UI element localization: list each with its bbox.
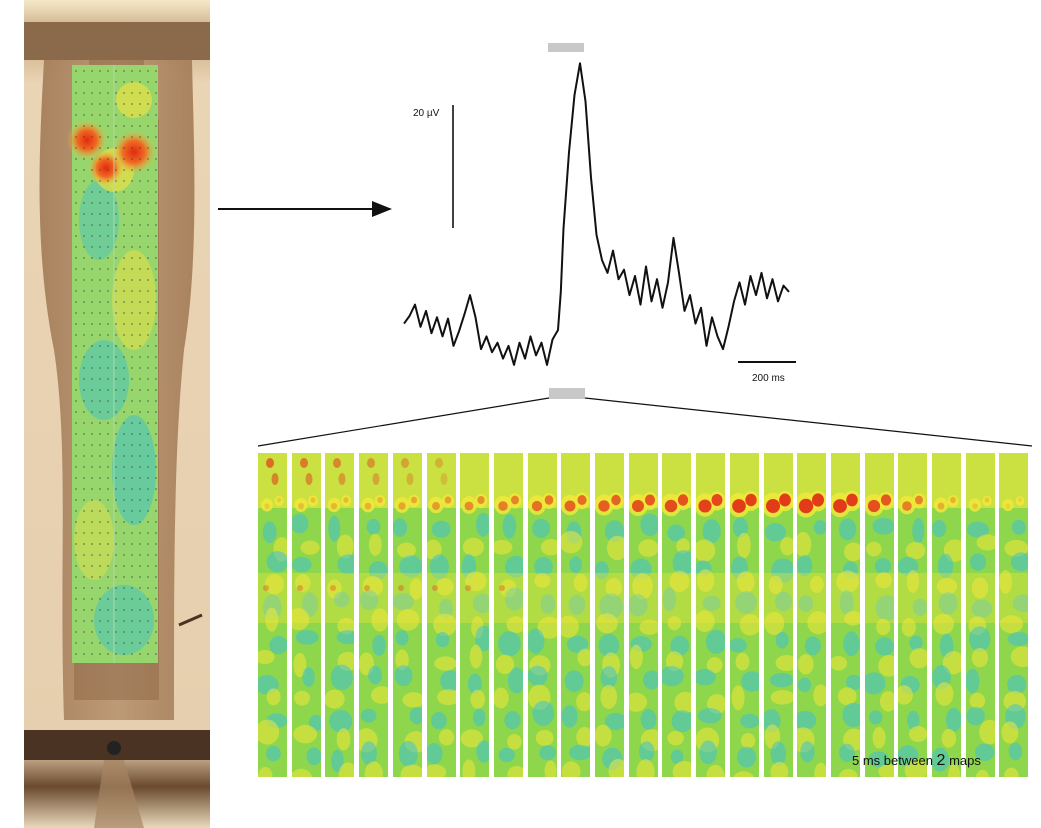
- amplitude-scale-label: 20 µV: [413, 108, 440, 119]
- electrode-array-photo: [24, 0, 210, 828]
- activity-map-image: [595, 453, 624, 777]
- caption-number: 2: [936, 752, 946, 769]
- activity-map-image: [460, 453, 490, 777]
- activity-map-frame: [932, 453, 961, 777]
- activity-map-image: [291, 453, 321, 777]
- peak-marker-bottom: [549, 388, 585, 399]
- activity-map-image: [258, 453, 287, 777]
- activity-map-image: [493, 453, 523, 777]
- overlay-heatmap: [67, 65, 158, 663]
- activity-map-image: [932, 453, 961, 777]
- voltage-trace: [403, 62, 790, 366]
- activity-map-frame: [797, 453, 827, 777]
- activity-map-frame: [628, 453, 658, 777]
- activity-map-image: [561, 453, 591, 777]
- activity-map-image: [999, 453, 1029, 777]
- activity-map-image: [392, 453, 422, 777]
- activity-map-image: [426, 453, 456, 777]
- activity-map-frame: [291, 453, 321, 777]
- activity-map-image: [763, 453, 793, 777]
- activity-map-frame: [325, 453, 355, 777]
- activity-map-frame: [763, 453, 793, 777]
- map-interval-caption: 5 ms between 2 maps: [852, 752, 981, 770]
- activity-map-frame: [359, 453, 389, 777]
- activity-map-image: [359, 453, 389, 777]
- activity-map-frame: [864, 453, 894, 777]
- activity-map-image: [965, 453, 995, 777]
- activity-map-frame: [595, 453, 624, 777]
- activity-map-image: [830, 453, 860, 777]
- activity-map-frame: [561, 453, 591, 777]
- zoom-line-right: [584, 397, 1033, 447]
- peak-marker-top: [548, 43, 584, 52]
- activity-map-image: [628, 453, 658, 777]
- activity-map-frame: [527, 453, 557, 777]
- activity-map-image: [696, 453, 726, 777]
- activity-map-frame: [258, 453, 287, 777]
- activity-map-frame: [729, 453, 759, 777]
- activity-map-frame: [999, 453, 1029, 777]
- caption-suffix: maps: [945, 753, 981, 768]
- time-scale-label: 200 ms: [752, 373, 785, 384]
- activity-map-image: [729, 453, 759, 777]
- activity-map-frame: [696, 453, 726, 777]
- activity-map-image: [797, 453, 827, 777]
- activity-map-image: [898, 453, 928, 777]
- activity-map-strip: [258, 453, 1032, 777]
- caption-prefix: 5 ms between: [852, 753, 937, 768]
- activity-map-image: [864, 453, 894, 777]
- activity-map-frame: [662, 453, 692, 777]
- activity-map-image: [527, 453, 557, 777]
- activity-map-image: [325, 453, 355, 777]
- activity-map-frame: [830, 453, 860, 777]
- activity-map-frame: [392, 453, 422, 777]
- activity-map-frame: [965, 453, 995, 777]
- zoom-line-left: [257, 397, 550, 447]
- activity-map-frame: [493, 453, 523, 777]
- activity-map-image: [662, 453, 692, 777]
- activity-map-frame: [460, 453, 490, 777]
- activity-map-frame: [898, 453, 928, 777]
- activity-map-frame: [426, 453, 456, 777]
